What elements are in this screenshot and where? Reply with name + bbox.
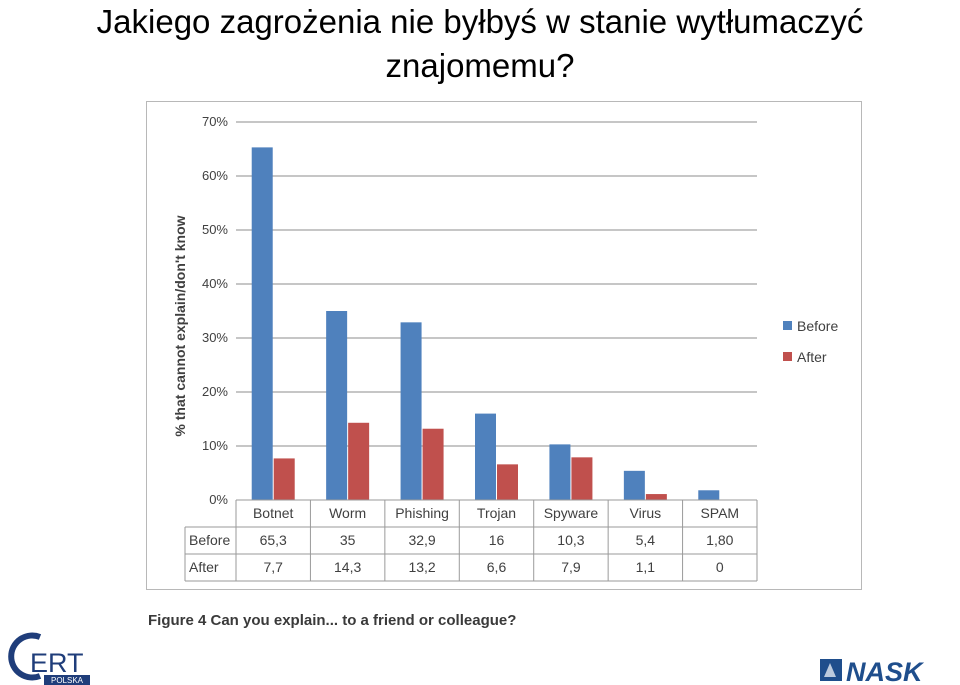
bar-before-virus — [623, 470, 645, 500]
y-tick-label: 60% — [202, 168, 228, 183]
data-label: 7,9 — [561, 559, 581, 575]
bar-before-botnet — [251, 147, 273, 500]
bar-after-worm — [348, 422, 370, 500]
slide-title-line-2: znajomemu? — [385, 47, 575, 84]
bar-after-botnet — [273, 458, 295, 500]
legend-label-after: After — [797, 349, 827, 365]
cert-polska-logo: ERT POLSKA — [8, 632, 90, 685]
slide-title: Jakiego zagrożenia nie byłbyś w stanie w… — [0, 0, 960, 88]
data-label: 5,4 — [636, 532, 656, 548]
data-label: 7,7 — [263, 559, 283, 575]
bar-after-trojan — [497, 464, 518, 500]
legend-swatch-before — [783, 321, 792, 330]
x-category-label: Spyware — [544, 505, 599, 521]
chart-frame: 0% 10% 20% 30% 40% 50% 60% 70% % that cannot exp… — [146, 101, 862, 590]
bar-after-spyware — [571, 457, 593, 500]
y-tick-label: 10% — [202, 438, 228, 453]
table-row-label: Before — [189, 532, 230, 548]
data-label: 13,2 — [408, 559, 435, 575]
x-category-label: Trojan — [477, 505, 516, 521]
bar-before-spyware — [549, 444, 571, 500]
y-tick-label: 20% — [202, 384, 228, 399]
figure-caption: Figure 4 Can you explain... to a friend … — [148, 612, 517, 629]
y-tick-label: 0% — [209, 492, 228, 507]
x-category-label: Botnet — [253, 505, 294, 521]
bar-before-phishing — [400, 322, 422, 500]
bar-chart: 0% 10% 20% 30% 40% 50% 60% 70% % that cannot exp… — [172, 114, 838, 582]
data-label: 1,80 — [706, 532, 733, 548]
cert-logo-text: ERT — [30, 648, 84, 678]
nask-logo-text: NASK — [846, 657, 925, 685]
y-tick-label: 70% — [202, 114, 228, 129]
data-label: 35 — [340, 532, 356, 548]
bar-before-trojan — [475, 413, 496, 500]
cert-logo-subtext: POLSKA — [51, 676, 84, 685]
data-label: 14,3 — [334, 559, 361, 575]
slide-title-line-1: Jakiego zagrożenia nie byłbyś w stanie w… — [96, 3, 864, 40]
bar-after-virus — [645, 494, 667, 500]
x-category-label: SPAM — [700, 505, 739, 521]
cert-logo-arc — [8, 632, 42, 681]
bar-after-phishing — [422, 428, 444, 500]
data-label: 32,9 — [408, 532, 435, 548]
legend-label-before: Before — [797, 318, 838, 334]
y-tick-label: 30% — [202, 330, 228, 345]
nask-logo: NASK — [820, 657, 925, 685]
nask-logo-mark-detail — [824, 663, 836, 677]
bar-before-spam — [698, 490, 720, 500]
bar-before-worm — [326, 311, 348, 500]
data-label: 10,3 — [557, 532, 584, 548]
data-label: 6,6 — [487, 559, 507, 575]
data-label: 1,1 — [636, 559, 656, 575]
x-category-label: Worm — [329, 505, 366, 521]
data-label: 65,3 — [260, 532, 287, 548]
x-category-label: Phishing — [395, 505, 449, 521]
table-row-label: After — [189, 559, 219, 575]
data-label: 16 — [489, 532, 505, 548]
x-category-label: Virus — [630, 505, 662, 521]
y-tick-label: 50% — [202, 222, 228, 237]
data-label: 0 — [716, 559, 724, 575]
y-axis-title: % that cannot explain/don't know — [172, 215, 188, 436]
y-tick-label: 40% — [202, 276, 228, 291]
cert-logo-band — [44, 675, 90, 685]
legend-swatch-after — [783, 352, 792, 361]
